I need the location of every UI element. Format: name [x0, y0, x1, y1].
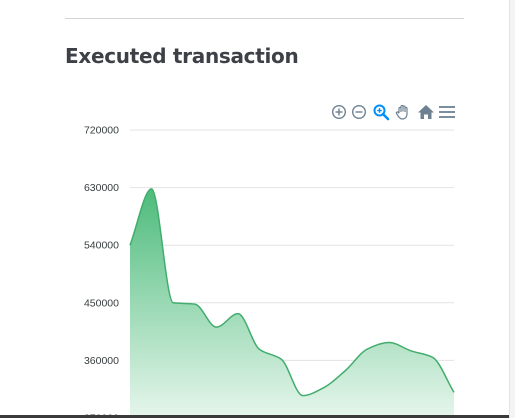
y-tick-label: 450000	[84, 297, 119, 309]
window-bottom-edge	[0, 415, 509, 418]
y-tick-label: 630000	[84, 182, 119, 194]
pan-hand-icon[interactable]	[394, 103, 412, 121]
series-line	[129, 188, 455, 397]
y-tick-label: 270000	[84, 413, 119, 416]
series-area	[130, 188, 454, 415]
y-axis-ticks: 720000 630000 540000 450000 360000 270000	[84, 125, 119, 416]
series-points	[129, 188, 455, 396]
selection-zoom-icon[interactable]	[372, 103, 390, 121]
y-tick-label: 720000	[84, 125, 119, 137]
section-title: Executed transaction	[65, 44, 299, 68]
section-divider	[65, 18, 464, 19]
window-right-edge	[509, 0, 515, 418]
zoom-out-icon[interactable]	[350, 103, 368, 121]
home-reset-icon[interactable]	[417, 103, 435, 121]
zoom-in-icon[interactable]	[330, 103, 348, 121]
y-tick-label: 360000	[84, 355, 119, 367]
menu-icon[interactable]	[438, 103, 456, 121]
y-tick-label: 540000	[84, 240, 119, 252]
